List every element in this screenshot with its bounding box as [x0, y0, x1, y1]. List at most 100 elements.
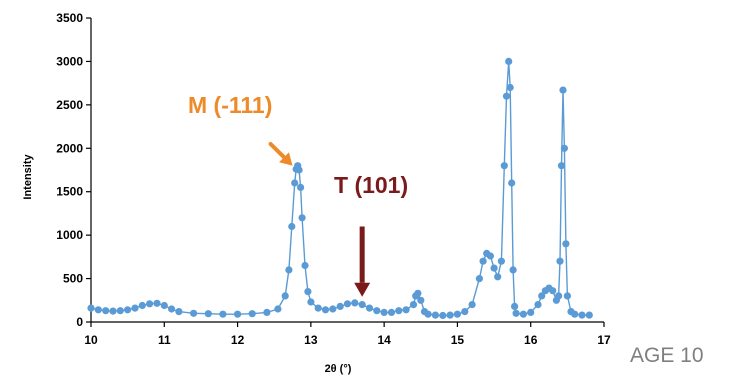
data-point [527, 308, 535, 316]
x-tick-label: 13 [304, 333, 318, 347]
data-point [297, 183, 305, 191]
data-point [116, 307, 124, 315]
data-point [281, 292, 289, 300]
x-tick-label: 10 [84, 333, 98, 347]
data-point [234, 310, 242, 318]
data-point [291, 179, 299, 187]
data-point [479, 257, 487, 265]
y-tick-label: 2000 [56, 141, 83, 155]
data-point [321, 306, 330, 314]
data-point [175, 308, 183, 316]
data-point [274, 305, 282, 313]
data-point [502, 92, 511, 100]
y-tick-label: 0 [76, 315, 83, 329]
series [87, 57, 593, 320]
data-point [563, 292, 572, 300]
data-point [351, 299, 359, 307]
data-point [571, 310, 579, 318]
data-point [490, 264, 498, 272]
t-101-label: T (101) [334, 172, 408, 198]
data-point [417, 296, 425, 304]
y-tick-label: 1000 [56, 228, 83, 242]
data-point [549, 287, 557, 295]
ticks [86, 17, 605, 327]
y-tick-label: 3000 [56, 54, 83, 68]
data-point [409, 301, 418, 309]
data-point [555, 292, 563, 300]
x-tick-label: 16 [524, 333, 538, 347]
data-point [304, 288, 312, 296]
data-point [204, 310, 212, 318]
data-point [509, 266, 517, 274]
data-point [431, 311, 439, 319]
data-point [190, 309, 198, 317]
m-111-arrowhead [279, 152, 293, 166]
y-tick-label: 500 [63, 272, 83, 286]
y-tick-label: 2500 [56, 98, 83, 112]
data-point [414, 289, 422, 297]
x-tick-label: 12 [231, 333, 245, 347]
data-point [585, 311, 593, 319]
data-point [557, 162, 566, 170]
data-point [534, 301, 542, 309]
data-point [512, 309, 520, 317]
data-point [329, 305, 337, 313]
data-point [138, 301, 146, 310]
data-point [168, 305, 176, 313]
page-number-label: AGE 10 [630, 344, 704, 367]
data-point [497, 257, 505, 265]
data-point [285, 266, 293, 274]
data-point [124, 306, 132, 314]
data-point [307, 298, 315, 306]
x-axis-title: 2θ (°) [325, 363, 352, 375]
t-101-arrowhead [354, 282, 371, 297]
data-point [510, 302, 519, 310]
data-point [109, 307, 117, 315]
data-point [387, 308, 396, 316]
data-point [153, 299, 161, 307]
tick-labels: 0 500 1000 1500 2000 2500 3000 3500 10 11 12 13 14 15… [56, 11, 611, 347]
data-point [560, 144, 569, 152]
data-point [446, 311, 454, 319]
data-point [559, 86, 567, 94]
data-point [298, 214, 306, 222]
data-point [506, 83, 514, 92]
data-point [373, 307, 381, 315]
x-tick-label: 14 [377, 333, 391, 347]
data-point [475, 275, 483, 283]
data-point [395, 307, 403, 315]
data-point [358, 301, 366, 309]
data-point [500, 162, 508, 170]
data-point [556, 257, 564, 265]
series-points [87, 57, 593, 320]
data-point [146, 300, 154, 308]
data-point [314, 304, 322, 312]
data-point [424, 310, 432, 318]
data-point [508, 179, 516, 187]
data-point [336, 302, 344, 310]
data-point [248, 310, 256, 318]
data-point [301, 261, 309, 270]
y-tick-label: 3500 [56, 11, 83, 25]
data-point [505, 57, 513, 65]
x-tick-label: 17 [597, 333, 611, 347]
data-point [219, 310, 227, 318]
data-point [461, 308, 469, 316]
y-axis-title: Intensity [22, 154, 34, 200]
data-point [343, 300, 352, 308]
x-tick-label: 15 [451, 333, 465, 347]
data-point [160, 301, 168, 310]
data-point [380, 308, 388, 316]
annotations: M (-111) T (101) [188, 92, 408, 297]
data-point [439, 311, 447, 320]
x-tick-label: 11 [158, 333, 171, 347]
data-point [519, 310, 528, 318]
data-point [102, 307, 110, 315]
y-tick-label: 1500 [56, 185, 83, 199]
data-point [402, 306, 410, 314]
data-point [263, 308, 271, 316]
m-111-label: M (-111) [188, 92, 272, 118]
data-point [87, 304, 95, 312]
data-point [295, 166, 303, 174]
